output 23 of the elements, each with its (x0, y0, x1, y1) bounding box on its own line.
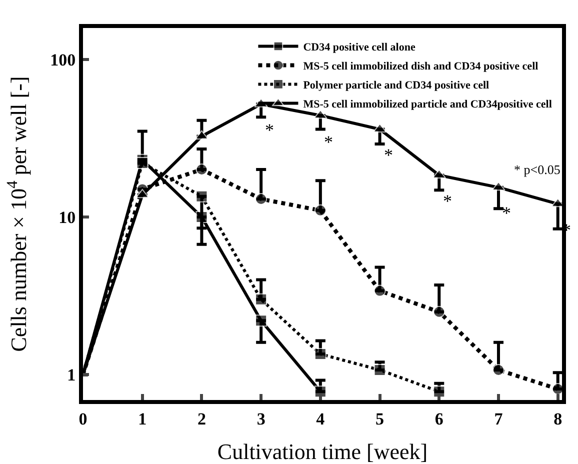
x-tick-label: 7 (494, 409, 504, 428)
annotation: * (443, 191, 452, 211)
x-axis-title: Cultivation time [week] (217, 439, 428, 464)
x-tick-label: 4 (316, 409, 326, 428)
x-tick-label: 8 (554, 409, 562, 428)
legend-label: MS-5 cell immobilized particle and CD34positive cell (303, 98, 552, 111)
x-tick-label: 3 (256, 409, 266, 428)
x-tick-label: 1 (138, 409, 147, 428)
x-tick-label: 6 (434, 409, 444, 428)
y-tick-label: 100 (50, 50, 76, 70)
annotation: * (324, 132, 333, 152)
annotation: * (265, 120, 274, 140)
annotation: * (384, 145, 393, 165)
y-tick-label: 1 (67, 366, 76, 385)
legend-label: Polymer particle and CD34 positive cell (303, 80, 490, 92)
annotation: * (502, 203, 511, 223)
x-tick-label: 2 (197, 409, 206, 428)
annotation: * p<0.05 (514, 162, 560, 177)
x-tick-label: 5 (376, 409, 384, 428)
y-tick-label: 10 (58, 208, 76, 227)
legend-label: MS-5 cell immobilized dish and CD34 positive cell (303, 60, 538, 73)
x-tick-label: 0 (78, 409, 88, 428)
legend-label: CD34 positive cell alone (303, 42, 416, 54)
